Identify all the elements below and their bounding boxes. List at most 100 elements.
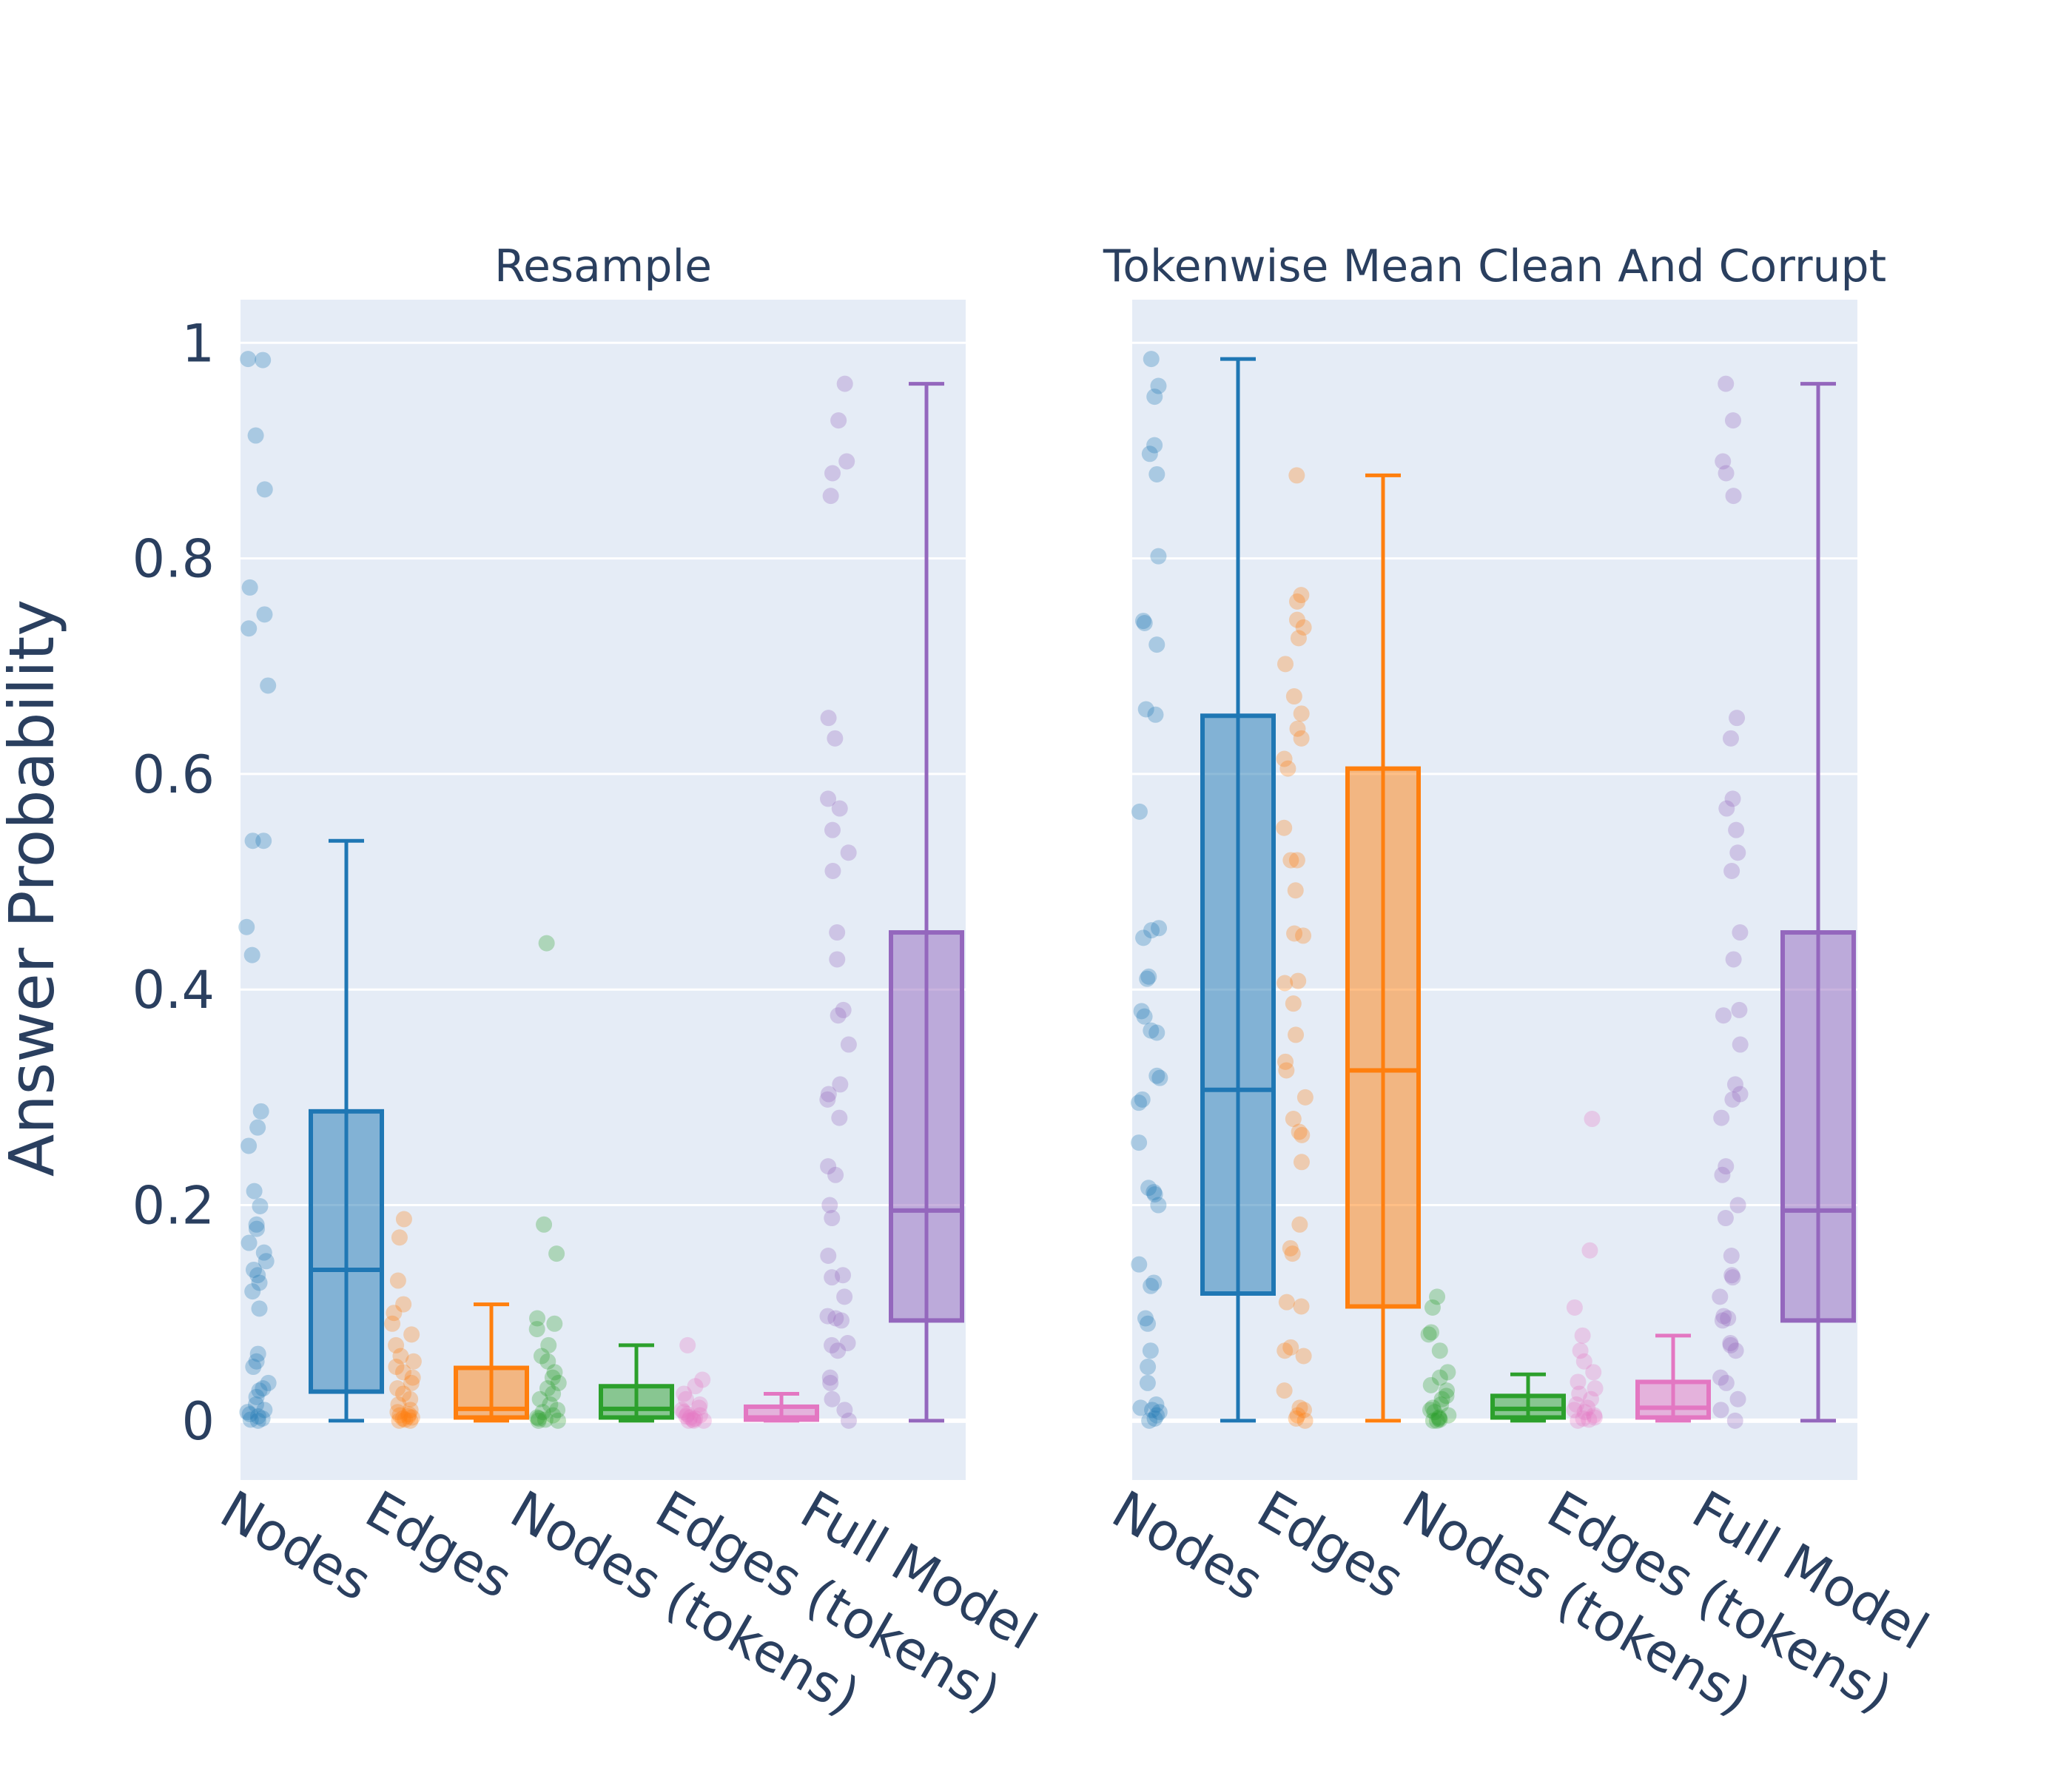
data-point	[1293, 587, 1310, 604]
data-point	[528, 1409, 545, 1426]
data-point	[1428, 1412, 1445, 1429]
data-point	[247, 1396, 264, 1413]
data-point	[549, 1402, 566, 1419]
data-point	[687, 1410, 704, 1427]
data-point	[682, 1409, 699, 1426]
data-point	[1295, 1348, 1312, 1365]
data-point	[249, 1345, 266, 1362]
data-point	[1148, 465, 1166, 482]
data-point	[1568, 1396, 1585, 1413]
data-point	[1429, 1288, 1446, 1305]
data-point	[1141, 445, 1158, 462]
data-point	[255, 1244, 272, 1261]
panel-title: Tokenwise Mean Clean And Corrupt	[1103, 240, 1886, 292]
data-point	[1276, 1382, 1293, 1399]
data-point	[1431, 1411, 1448, 1428]
data-point	[1278, 1294, 1295, 1311]
data-point	[1424, 1399, 1442, 1416]
data-point	[388, 1336, 405, 1353]
data-point	[1146, 1184, 1163, 1201]
data-point	[403, 1326, 420, 1343]
data-point	[1293, 1154, 1310, 1171]
data-point	[679, 1406, 696, 1423]
data-point	[1424, 1299, 1441, 1316]
data-point	[1135, 929, 1152, 946]
data-point	[1725, 951, 1742, 968]
data-point	[255, 832, 272, 850]
data-point	[1131, 1134, 1148, 1151]
data-point	[544, 1369, 561, 1386]
data-point	[1722, 1335, 1739, 1352]
data-point	[1715, 1007, 1732, 1024]
data-point	[240, 620, 258, 637]
data-point	[679, 1336, 696, 1353]
data-point	[251, 1300, 268, 1317]
data-point	[1146, 388, 1163, 406]
data-point	[1285, 688, 1302, 705]
data-point	[1712, 1369, 1729, 1386]
data-point	[830, 412, 847, 429]
box-nodes-tokens	[528, 935, 674, 1429]
data-point	[1141, 1412, 1158, 1429]
y-tick-label: 1	[181, 313, 215, 374]
data-point	[1291, 1399, 1308, 1416]
panel-tokenwise-mean-clean-and-corrupt: Tokenwise Mean Clean And Corrupt NodesEdg…	[1103, 240, 1939, 1727]
box-nodes-tokens	[1420, 1288, 1566, 1429]
data-point	[832, 1076, 849, 1093]
box-full-model	[1712, 375, 1856, 1429]
data-point	[1431, 1342, 1448, 1359]
data-point	[1586, 1409, 1603, 1426]
data-point	[838, 453, 855, 470]
data-point	[1295, 1402, 1312, 1419]
data-point	[1715, 453, 1732, 470]
data-point	[831, 800, 848, 817]
data-point	[1723, 863, 1740, 880]
data-point	[255, 352, 272, 369]
data-point	[819, 1308, 836, 1325]
data-point	[1294, 1126, 1311, 1143]
data-point	[244, 832, 261, 850]
data-point	[248, 1388, 265, 1405]
data-point	[1729, 1197, 1746, 1214]
data-point	[542, 1396, 559, 1413]
data-point	[1276, 750, 1293, 767]
box-full-model	[819, 375, 964, 1429]
data-point	[1581, 1411, 1598, 1428]
data-point	[1724, 1091, 1741, 1108]
data-point	[1146, 1410, 1163, 1427]
data-point	[840, 1412, 857, 1429]
data-point	[252, 1103, 269, 1120]
data-point	[395, 1385, 412, 1402]
data-point	[402, 1390, 419, 1407]
data-point	[1142, 1342, 1159, 1359]
data-point	[835, 1001, 852, 1018]
data-point	[247, 427, 264, 444]
data-point	[1134, 613, 1151, 630]
data-point	[1438, 1388, 1455, 1405]
data-point	[404, 1369, 421, 1386]
data-point	[1722, 1336, 1739, 1353]
data-point	[240, 351, 257, 368]
data-point	[836, 1402, 853, 1419]
data-point	[1570, 1412, 1587, 1429]
data-point	[1151, 920, 1168, 937]
data-point	[1147, 706, 1164, 723]
data-point	[1424, 1412, 1442, 1429]
data-point	[1722, 730, 1739, 747]
data-point	[1132, 1399, 1149, 1416]
data-point	[1566, 1402, 1583, 1419]
data-point	[252, 1198, 269, 1215]
data-point	[260, 1374, 277, 1391]
data-point	[1288, 467, 1305, 484]
data-point	[254, 1410, 271, 1427]
box-edges-tokens	[1566, 1111, 1711, 1429]
data-point	[1714, 1312, 1731, 1329]
data-point	[1439, 1364, 1456, 1381]
data-point	[1151, 1069, 1168, 1086]
data-point	[824, 821, 841, 838]
data-point	[395, 1211, 412, 1228]
data-point	[531, 1390, 548, 1407]
data-point	[391, 1229, 408, 1246]
data-point	[680, 1412, 697, 1429]
data-point	[397, 1411, 414, 1428]
